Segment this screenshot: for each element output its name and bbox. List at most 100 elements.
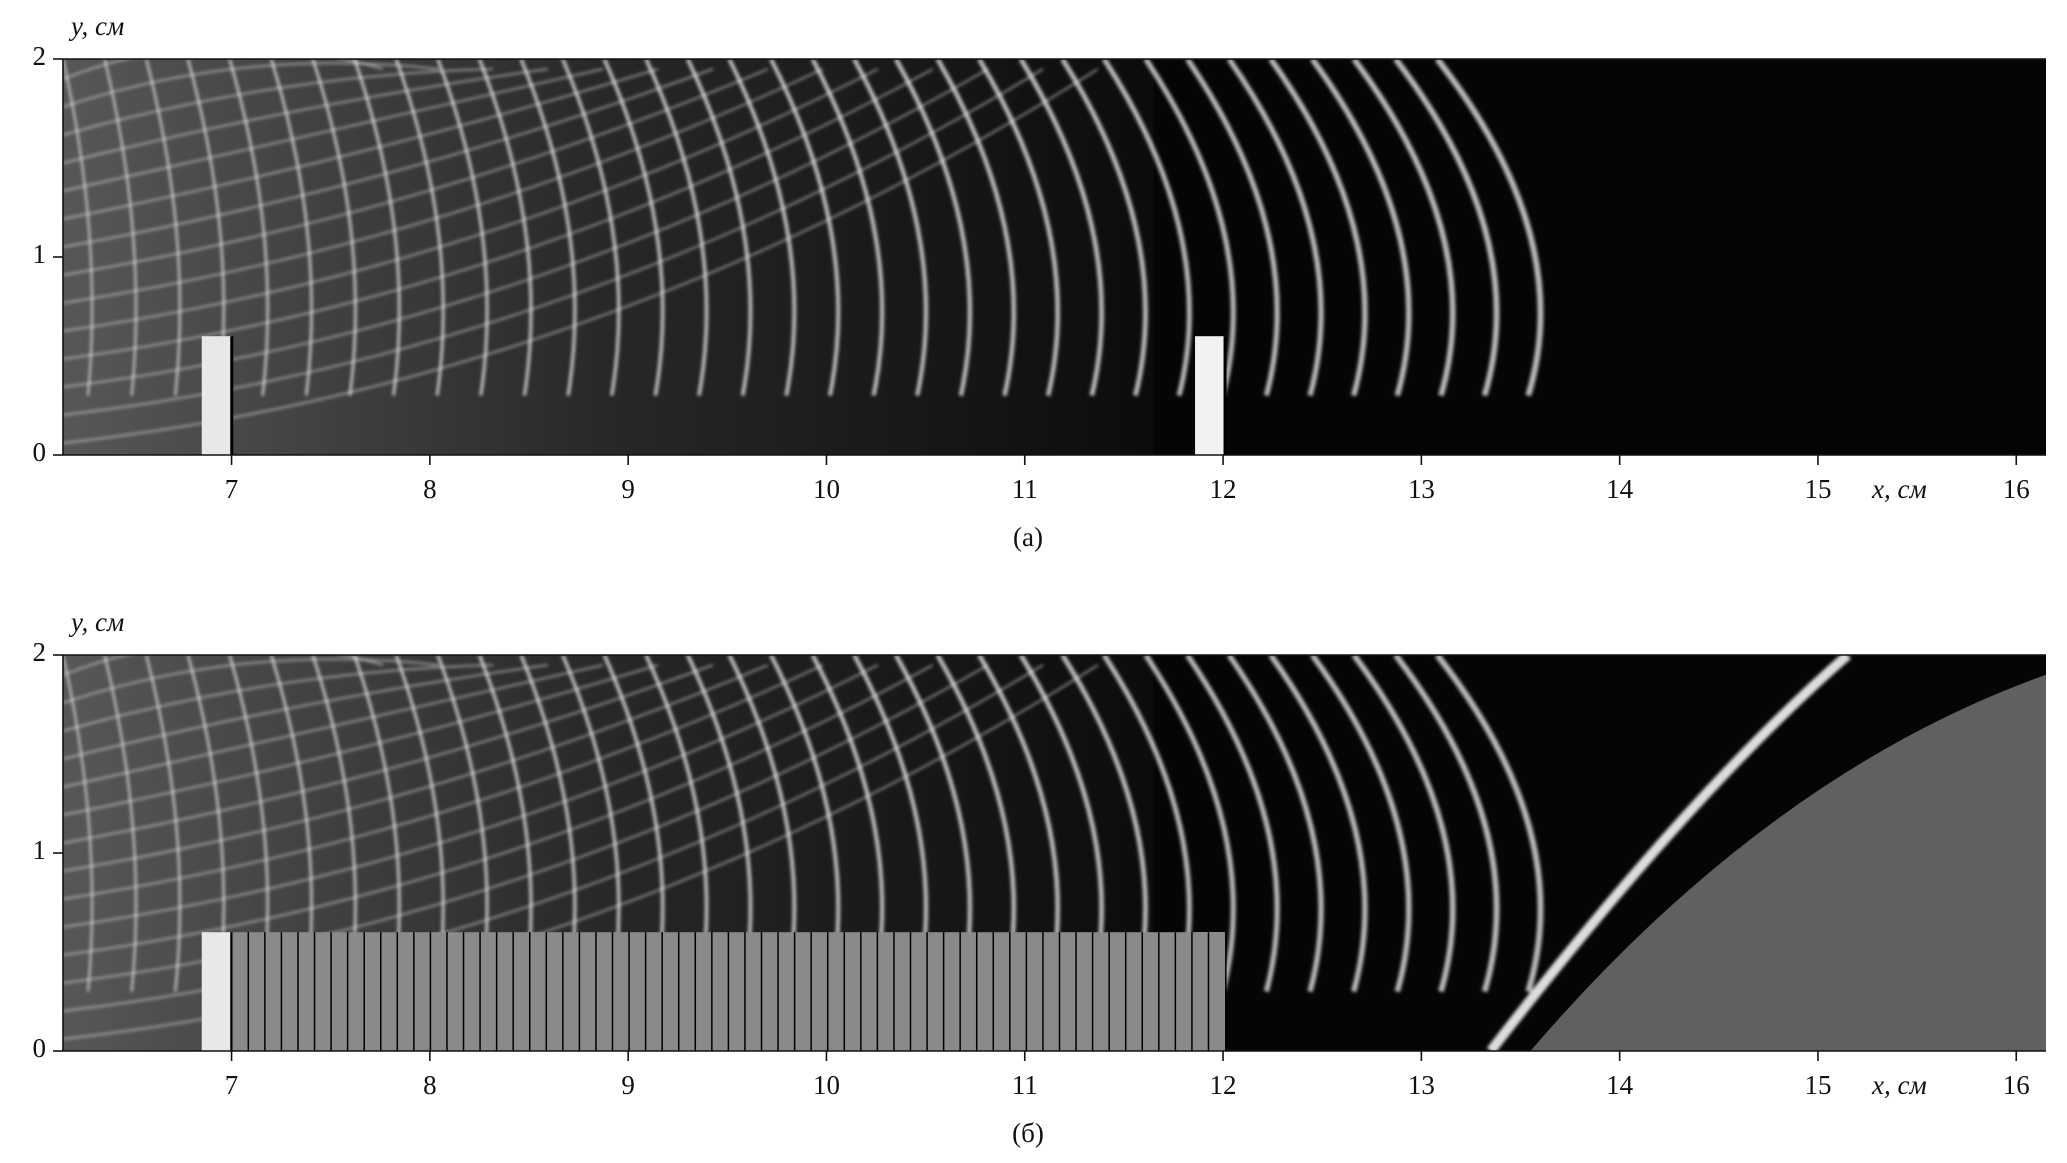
jet-edge (1486, 655, 1851, 1051)
caption: (а) (1013, 522, 1043, 552)
x-tick-label: 8 (423, 474, 437, 504)
x-tick-label: 10 (813, 1070, 840, 1100)
shock (1268, 59, 1368, 397)
reflected-shock (63, 664, 934, 956)
y-tick-label: 0 (33, 437, 47, 467)
shock (769, 59, 841, 396)
reflected-shock (63, 68, 659, 220)
y-axis-label: y, см (68, 11, 124, 41)
shock (1434, 655, 1544, 993)
shock (644, 59, 709, 396)
x-tick-label: 9 (621, 1070, 635, 1100)
shock (1310, 655, 1412, 993)
y-tick-label: 0 (33, 1033, 47, 1063)
caption: (б) (1012, 1118, 1044, 1148)
shock (1143, 655, 1236, 993)
shock (519, 59, 577, 396)
reflected-shock (63, 664, 604, 788)
shock (935, 59, 1017, 397)
shock (436, 59, 489, 396)
x-tick-label: 12 (1210, 1070, 1237, 1100)
reflected-shock (63, 62, 439, 108)
stagnation-zone (201, 932, 232, 1051)
schlieren-image (63, 655, 2046, 1051)
x-tick-label: 16 (2003, 1070, 2030, 1100)
reflected-shock (63, 68, 604, 192)
y-tick-label: 2 (33, 637, 47, 667)
reflected-shock (63, 655, 384, 676)
x-tick-label: 9 (621, 474, 635, 504)
reflected-shock (63, 664, 769, 872)
shock (103, 59, 138, 396)
shock (1226, 59, 1324, 397)
shock (1393, 655, 1500, 993)
reflected-shock (63, 59, 384, 80)
x-tick-label: 15 (1804, 474, 1831, 504)
x-tick-label: 15 (1804, 1070, 1831, 1100)
shock (1351, 655, 1456, 993)
x-tick-label: 10 (813, 474, 840, 504)
reflected-shock (63, 658, 439, 704)
shock (1226, 655, 1324, 993)
x-tick-label: 14 (1606, 474, 1634, 504)
reflected-shock (63, 68, 714, 248)
shock (1310, 59, 1412, 397)
reflected-shock (63, 664, 659, 816)
reflected-shock (63, 664, 549, 760)
x-tick-label: 7 (225, 1070, 239, 1100)
shock (1268, 655, 1368, 993)
reflected-shock (63, 664, 879, 928)
y-tick-label: 1 (33, 239, 47, 269)
x-axis-label: x, см (1871, 474, 1927, 504)
y-axis-label: y, см (68, 607, 124, 637)
x-tick-label: 7 (225, 474, 239, 504)
shock (394, 59, 445, 396)
y-tick-label: 1 (33, 835, 47, 865)
x-tick-label: 12 (1210, 474, 1237, 504)
jet (1530, 674, 2046, 1051)
shock (63, 655, 94, 992)
x-tick-label: 11 (1012, 1070, 1038, 1100)
shock (685, 59, 753, 396)
reflected-shock (63, 68, 769, 276)
shock (893, 59, 973, 397)
shock (63, 59, 94, 396)
shock (810, 59, 885, 397)
shock (269, 59, 313, 396)
shock (228, 59, 269, 396)
reflected-shock (63, 664, 714, 844)
shock (145, 59, 181, 396)
reflected-shock (63, 664, 494, 732)
x-tick-label: 13 (1408, 1070, 1435, 1100)
shock (561, 59, 621, 396)
reflected-shock (63, 68, 879, 332)
reflected-shock (63, 664, 824, 900)
x-axis-label: x, см (1871, 1070, 1927, 1100)
reflected-shock (63, 68, 549, 164)
shock (477, 59, 533, 396)
shock (1101, 59, 1192, 397)
shock (1185, 655, 1280, 993)
shock (1393, 59, 1500, 397)
stagnation-zone (201, 336, 232, 455)
x-tick-label: 8 (423, 1070, 437, 1100)
shock (852, 59, 929, 397)
shock (1060, 59, 1148, 397)
stagnation-zone (1195, 336, 1226, 455)
shock (1185, 59, 1280, 397)
shock (103, 655, 138, 992)
shock (1143, 59, 1236, 397)
x-tick-label: 13 (1408, 474, 1435, 504)
shock (353, 59, 401, 396)
shock (977, 59, 1061, 397)
x-tick-label: 16 (2003, 474, 2030, 504)
shock (1018, 59, 1104, 397)
reflected-shock (63, 68, 494, 136)
reflected-shock (63, 68, 824, 304)
shock (145, 655, 181, 992)
x-tick-label: 14 (1606, 1070, 1634, 1100)
shock (1351, 59, 1456, 397)
